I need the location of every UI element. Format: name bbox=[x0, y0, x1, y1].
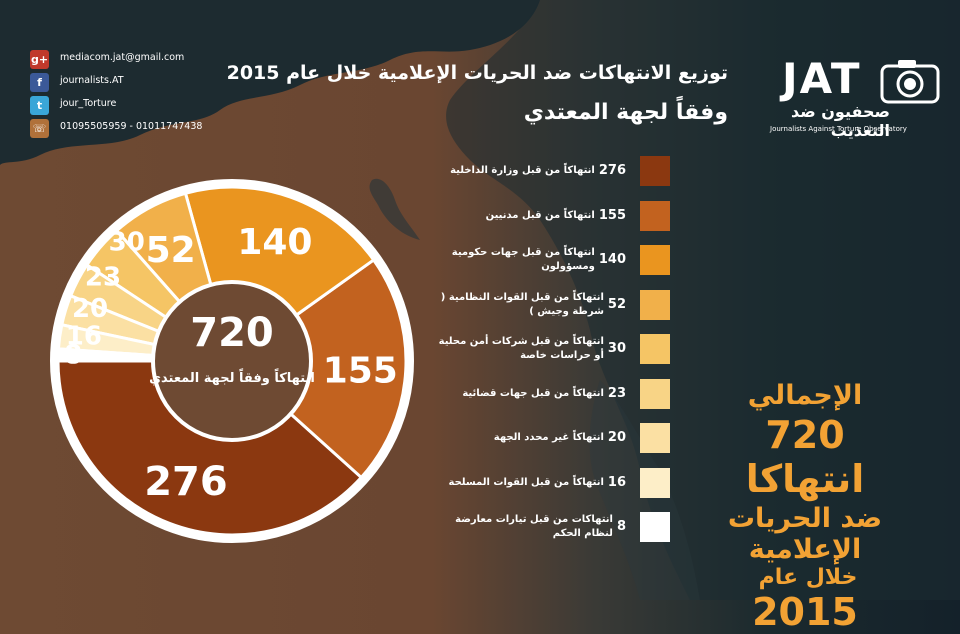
phone-icon: ☏ bbox=[30, 119, 49, 138]
legend-item-8: 16 انتهاكاً من قبل القوات المسلحة bbox=[420, 467, 670, 498]
pie-slice-label-1: 276 bbox=[144, 459, 228, 505]
legend-label-9: 8 انتهاكات من قبل تيارات معارضة لنظام الح… bbox=[455, 514, 626, 539]
contact-email-text: mediacom.jat@gmail.com bbox=[60, 52, 185, 63]
pie-slice-label-6: 23 bbox=[85, 262, 121, 292]
contact-twitter-text: jour_Torture bbox=[60, 98, 117, 109]
legend-label-7: 20 انتهاكاً غير محدد الجهة bbox=[493, 430, 626, 445]
legend-item-2: 155 انتهاكاً من قبل مدنيين bbox=[420, 200, 670, 231]
legend-swatch-5 bbox=[640, 334, 670, 364]
total-number: 720 انتهاكا bbox=[745, 413, 865, 501]
center-label: انتهاكاً وفقاً لجهة المعتدي bbox=[149, 368, 315, 386]
logo-letters: JAT bbox=[782, 54, 862, 103]
total-subline: ضد الحريات الإعلامية bbox=[727, 503, 883, 565]
total-heading: الإجمالي bbox=[747, 380, 863, 411]
camera-icon bbox=[880, 60, 940, 104]
legend-item-1: 276 انتهاكاً من قبل وزارة الداخلية bbox=[420, 156, 670, 186]
google-plus-icon: g+ bbox=[30, 50, 49, 69]
pie-chart: 720 انتهاكاً وفقاً لجهة المعتدي 276 155 14… bbox=[50, 179, 414, 543]
legend-swatch-1 bbox=[640, 156, 670, 186]
legend-label-5: 30 انتهاكاً من قبل شركات أمن محلية أو حرا… bbox=[438, 336, 626, 361]
legend-item-9: 8 انتهاكات من قبل تيارات معارضة لنظام الح… bbox=[420, 512, 670, 542]
logo-arabic: صحفيون ضد التعذيب bbox=[791, 102, 890, 140]
page-title: توزيع الانتهاكات ضد الحريات الإعلامية خل… bbox=[226, 62, 728, 84]
legend-swatch-7 bbox=[640, 423, 670, 453]
jat-logo: JAT صحفيون ضد التعذيب Journalists Agains… bbox=[770, 52, 945, 140]
twitter-icon: t bbox=[30, 96, 49, 115]
legend-label-6: 23 انتهاكاً من قبل جهات قضائية bbox=[462, 385, 626, 401]
page-subtitle: وفقاً لجهة المعتدي bbox=[523, 100, 728, 125]
legend-item-7: 20 انتهاكاً غير محدد الجهة bbox=[420, 423, 670, 453]
legend-label-4: 52 انتهاكاً من قبل القوات النظامية ( شرطة… bbox=[440, 291, 626, 317]
legend-label-2: 155 انتهاكاً من قبل مدنيين bbox=[485, 207, 626, 223]
pie-slice-label-7: 20 bbox=[72, 294, 108, 324]
legend-label-8: 16 انتهاكاً من قبل القوات المسلحة bbox=[448, 474, 627, 490]
logo-english: Journalists Against Torture Observatory bbox=[770, 125, 907, 133]
total-summary: الإجمالي 720 انتهاكا ضد الحريات الإعلامي… bbox=[700, 380, 910, 634]
background-map bbox=[0, 0, 960, 600]
pie-slice-label-5: 30 bbox=[109, 228, 145, 258]
pie-outer-ring bbox=[50, 179, 414, 543]
pie-slice-label-9: 8 bbox=[64, 341, 82, 371]
legend-swatch-6 bbox=[640, 378, 670, 409]
legend-swatch-4 bbox=[640, 289, 670, 320]
legend-swatch-8 bbox=[640, 467, 670, 498]
pie-slice-label-2: 155 bbox=[323, 350, 398, 391]
legend-item-4: 52 انتهاكاً من قبل القوات النظامية ( شرطة… bbox=[420, 289, 670, 320]
pie-slice-label-4: 52 bbox=[146, 230, 196, 271]
legend-swatch-3 bbox=[640, 245, 670, 275]
legend-label-1: 276 انتهاكاً من قبل وزارة الداخلية bbox=[450, 163, 626, 178]
pie-slice-label-3: 140 bbox=[237, 222, 312, 263]
facebook-icon: f bbox=[30, 73, 49, 92]
pie-slice-label-8: 16 bbox=[66, 322, 102, 352]
contact-phone-text: 01095505959 - 01011747438 bbox=[60, 121, 203, 132]
center-total: 720 bbox=[190, 310, 274, 356]
legend-swatch-2 bbox=[640, 200, 670, 231]
legend-item-3: 140 انتهاكاً من قبل جهات حكومية ومسؤولون bbox=[420, 245, 670, 275]
legend-label-3: 140 انتهاكاً من قبل جهات حكومية ومسؤولون bbox=[451, 247, 626, 272]
legend-swatch-9 bbox=[640, 512, 670, 542]
pie-center-circle bbox=[151, 280, 313, 442]
total-year: 2015 bbox=[752, 590, 858, 634]
legend-item-5: 30 انتهاكاً من قبل شركات أمن محلية أو حرا… bbox=[420, 334, 670, 364]
contact-facebook-text: journalists.AT bbox=[60, 75, 124, 86]
total-during-year: خلال عام bbox=[758, 565, 858, 590]
legend-item-6: 23 انتهاكاً من قبل جهات قضائية bbox=[420, 378, 670, 409]
